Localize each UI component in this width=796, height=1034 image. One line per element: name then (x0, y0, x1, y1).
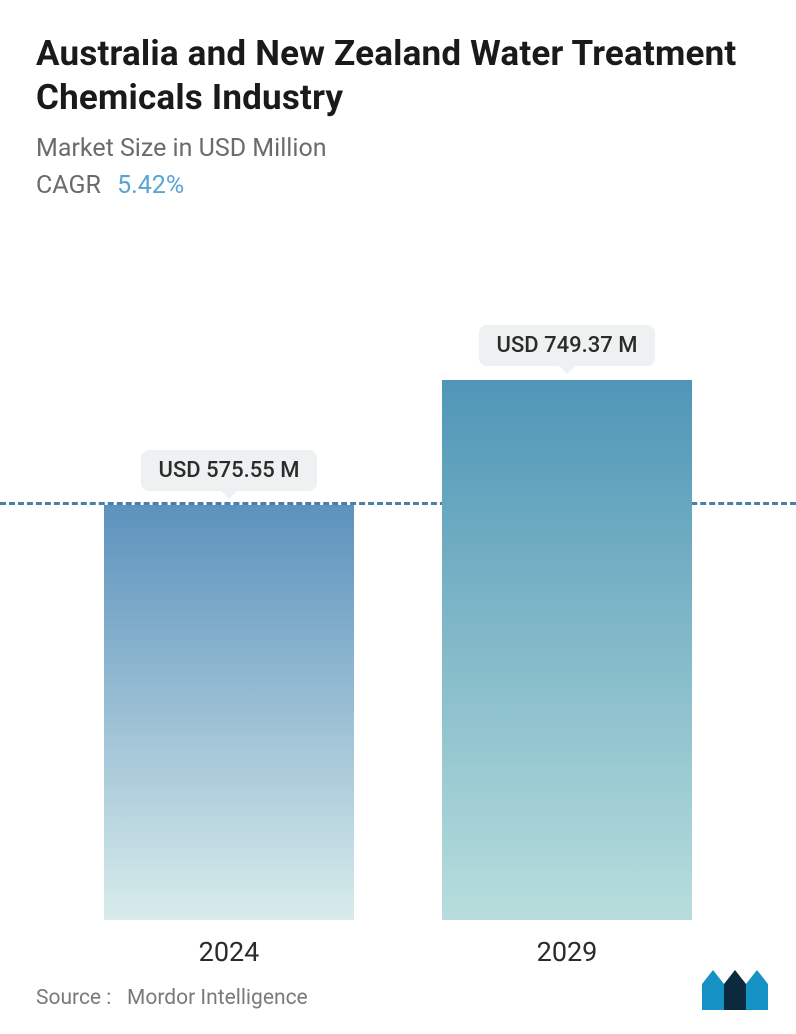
value-badge: USD 575.55 M (141, 450, 318, 491)
source-text: Source : Mordor Intelligence (36, 986, 308, 1010)
x-axis-labels: 2024 2029 (0, 920, 796, 968)
chart-subtitle: Market Size in USD Million (0, 120, 796, 163)
chart-title: Australia and New Zealand Water Treatmen… (0, 32, 796, 120)
value-badge: USD 749.37 M (479, 325, 656, 366)
x-axis-label: 2024 (99, 936, 359, 968)
x-axis-label: 2029 (437, 936, 697, 968)
bar (104, 505, 354, 920)
bars-container: USD 575.55 M USD 749.37 M (0, 260, 796, 920)
bar-group: USD 575.55 M (99, 260, 359, 920)
cagr-row: CAGR 5.42% (0, 163, 796, 200)
chart-card: Australia and New Zealand Water Treatmen… (0, 0, 796, 1034)
chart-area: USD 575.55 M USD 749.37 M (0, 260, 796, 920)
logo-icon (702, 970, 768, 1010)
bar-group: USD 749.37 M (437, 260, 697, 920)
source-name: Mordor Intelligence (127, 986, 308, 1010)
footer: Source : Mordor Intelligence (36, 970, 768, 1010)
bar (442, 380, 692, 920)
cagr-value: 5.42% (117, 171, 184, 200)
cagr-label: CAGR (36, 171, 101, 200)
source-label: Source : (36, 986, 111, 1010)
